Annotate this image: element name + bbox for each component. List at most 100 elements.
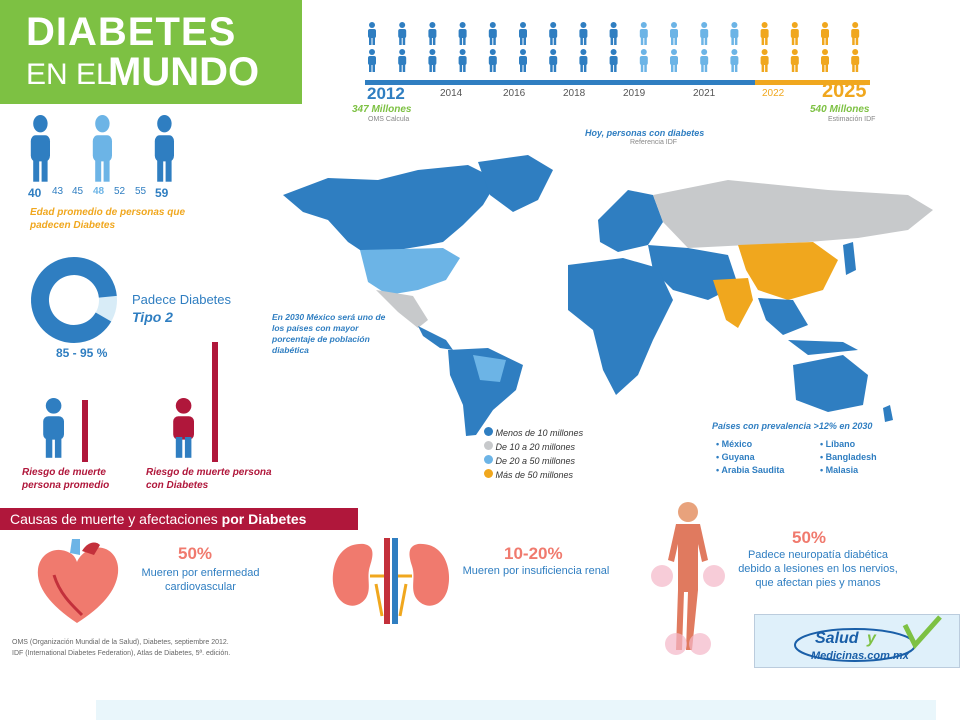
timeline-person-icon [398, 22, 407, 45]
timeline-person-icon [730, 49, 739, 72]
world-map [283, 155, 933, 436]
age-people-icons [30, 115, 174, 182]
country-mexico: México [721, 439, 753, 449]
causes-header: Causas de muerte y afectaciones por Diab… [0, 508, 358, 530]
country-arabia: Arabia Saudita [721, 465, 785, 475]
average-person-icon [43, 398, 64, 458]
timeline-person-icon [549, 49, 558, 72]
country-bangladesh: Bangladesh [825, 452, 877, 462]
age-45: 45 [72, 186, 84, 197]
timeline-person-icon [790, 49, 799, 72]
source-line-1: OMS (Organización Mundial de la Salud), … [12, 639, 229, 646]
timeline-person-icon [639, 49, 648, 72]
type2-type: Tipo 2 [132, 309, 173, 325]
map-heading-ref: Referencia IDF [630, 139, 678, 146]
svg-text:Medicinas.com.mx: Medicinas.com.mx [811, 650, 910, 662]
legend-item-1: Menos de 10 millones [484, 426, 583, 440]
heart-icon [37, 539, 119, 623]
timeline-person-icon [368, 22, 376, 45]
timeline-person-icon [549, 22, 558, 45]
timeline-person-icon [488, 22, 497, 45]
timeline-person-icon [760, 22, 769, 45]
diabetic-person-icon [173, 398, 194, 458]
legend-dot-3 [484, 455, 493, 464]
timeline-person-icon [851, 22, 860, 45]
timeline-person-icon [851, 49, 860, 72]
timeline-person-icon [609, 49, 618, 72]
timeline-person-icon [670, 49, 678, 72]
source-line-2: IDF (International Diabetes Federation),… [12, 650, 231, 657]
legend-item-4: Más de 50 millones [484, 468, 583, 482]
country-guyana: Guyana [721, 452, 755, 462]
timeline-person-icon [639, 22, 648, 45]
timeline-person-icon [670, 22, 678, 45]
body-anatomy-icon [651, 502, 725, 655]
prevalence-list-right: • Líbano • Bangladesh • Malasia [820, 439, 877, 475]
timeline-person-icon [488, 49, 497, 72]
year-2025: 2025 [822, 80, 867, 102]
age-caption: Edad promedio de personas que padecen Di… [30, 207, 186, 231]
timeline-person-icon [579, 49, 588, 72]
timeline-person-icon [609, 22, 618, 45]
age-48: 48 [93, 186, 105, 197]
diabetic-risk-bar [212, 342, 218, 462]
timeline-person-icon [458, 22, 467, 45]
country-libano: Líbano [825, 439, 856, 449]
map-legend: Menos de 10 millones De 10 a 20 millones… [484, 426, 583, 482]
bottom-strip [96, 700, 936, 720]
age-55: 55 [135, 186, 147, 197]
svg-text:Salud: Salud [815, 630, 860, 647]
year-2021: 2021 [693, 88, 716, 99]
title-line-2a: EN EL [26, 58, 113, 91]
timeline-person-icon [398, 49, 407, 72]
prevalence-title: Países con prevalencia >12% en 2030 [712, 421, 873, 431]
age-43: 43 [52, 186, 64, 197]
heart-pct: 50% [178, 544, 213, 563]
legend-label-4: Más de 50 millones [495, 470, 574, 480]
causes-header-a: Causas de muerte y afectaciones [10, 511, 222, 527]
country-malasia: Malasia [825, 465, 859, 475]
age-40: 40 [28, 186, 42, 200]
timeline-person-icon [821, 22, 829, 45]
legend-dot-2 [484, 441, 493, 450]
year-2018: 2018 [563, 88, 586, 99]
end-source: Estimación IDF [828, 116, 876, 123]
age-52: 52 [114, 186, 126, 197]
timeline-person-icon [700, 49, 709, 72]
type2-donut [31, 257, 117, 343]
age-values: 40 43 45 48 52 55 59 [28, 186, 179, 200]
timeline-person-icon [760, 49, 769, 72]
timeline-person-icon [428, 49, 437, 72]
title-line-1: DIABETES [26, 10, 237, 54]
nerve-pct: 50% [792, 528, 827, 547]
year-2019: 2019 [623, 88, 646, 99]
timeline-person-icon [428, 22, 437, 45]
age-59: 59 [155, 186, 169, 200]
legend-item-3: De 20 a 50 millones [484, 454, 583, 468]
legend-dot-1 [484, 427, 493, 436]
kidney-pct: 10-20% [504, 544, 563, 563]
kidney-text: Mueren por insuficiencia renal [462, 565, 610, 577]
average-risk-bar [82, 400, 88, 462]
timeline-person-icon [730, 22, 739, 45]
timeline-person-icon [368, 49, 376, 72]
logo-graphic: Salud y Medicinas.com.mx [794, 615, 942, 662]
title-line-2b: MUNDO [108, 50, 260, 94]
year-2012: 2012 [367, 84, 405, 103]
year-2014: 2014 [440, 88, 463, 99]
timeline-person-icon [790, 22, 799, 45]
type2-label: Padece Diabetes [132, 292, 232, 307]
mexico-note: En 2030 México será uno de los países co… [272, 312, 386, 355]
legend-label-2: De 10 a 20 millones [495, 442, 576, 452]
logo-box[interactable]: Salud y Medicinas.com.mx [754, 614, 960, 668]
nerve-text: Padece neuropatía diabética debido a les… [738, 549, 898, 589]
timeline-bar-blue [365, 80, 755, 85]
legend-item-2: De 10 a 20 millones [484, 440, 583, 454]
year-2022: 2022 [762, 88, 785, 99]
map-heading: Hoy, personas con diabetes [585, 128, 705, 138]
start-value: 347 Millones [352, 104, 412, 115]
timeline-person-icon [821, 49, 829, 72]
timeline-bar-orange [755, 80, 870, 85]
svg-text:y: y [866, 630, 877, 647]
timeline-person-icon [519, 22, 527, 45]
